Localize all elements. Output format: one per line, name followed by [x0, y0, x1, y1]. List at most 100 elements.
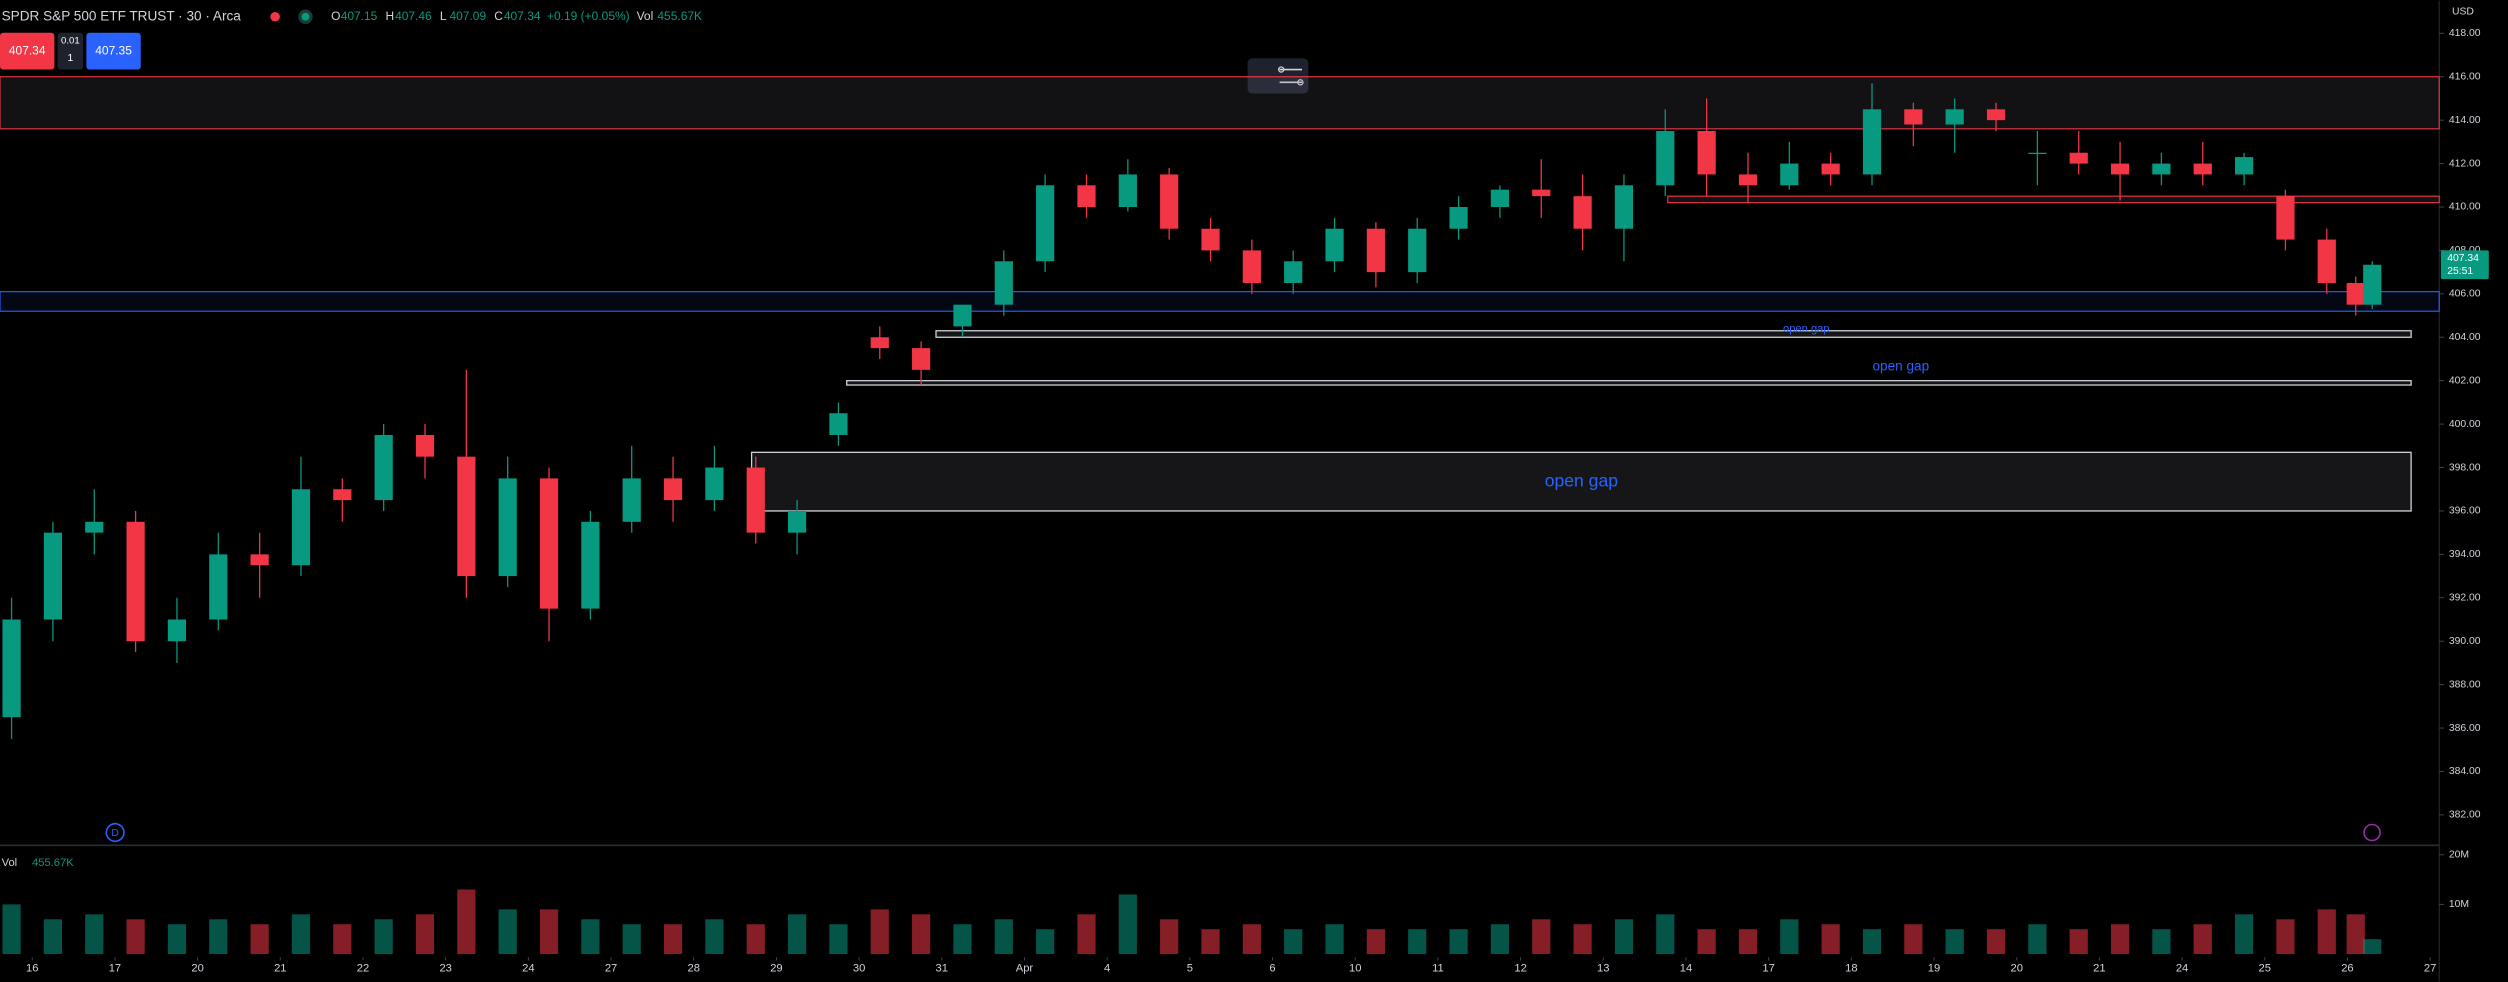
- candle-body: [912, 348, 931, 370]
- event-icon[interactable]: [2363, 823, 2381, 842]
- vol-label: Vol: [637, 9, 654, 23]
- buy-button[interactable]: [86, 32, 141, 70]
- y-tick-label: 396.00: [2449, 506, 2481, 517]
- volume-pane-value: 455.67K: [32, 857, 74, 869]
- ohlc-value: 407.15: [341, 9, 378, 23]
- volume-bar: [2276, 919, 2295, 955]
- quantity: 1: [67, 53, 73, 64]
- volume-bar: [457, 889, 476, 955]
- candle-body: [539, 478, 559, 609]
- volume-bar: [994, 919, 1013, 955]
- drawing-toolbar[interactable]: [1247, 58, 1309, 94]
- status-icon: [298, 9, 313, 24]
- zone-label: open gap: [1545, 470, 1619, 490]
- volume-bar: [1862, 929, 1882, 955]
- volume-bar: [1160, 919, 1179, 955]
- x-tick-label: 5: [1187, 962, 1193, 974]
- x-tick-label: Apr: [1016, 962, 1034, 974]
- volume-bar: [43, 919, 63, 955]
- volume-bar: [2363, 939, 2382, 955]
- candle-body: [994, 261, 1013, 305]
- countdown: 25:51: [2447, 266, 2473, 277]
- volume-bar: [1449, 929, 1468, 955]
- candle-body: [167, 619, 187, 642]
- sell-price: 407.34: [9, 43, 46, 57]
- y-tick-label: 388.00: [2449, 679, 2481, 690]
- candle-body: [1366, 228, 1385, 273]
- zone: [0, 76, 2440, 130]
- volume-bar: [2346, 914, 2365, 955]
- sell-button[interactable]: [0, 32, 55, 70]
- volume-bar: [2, 904, 21, 955]
- zone-label: open gap: [1872, 358, 1929, 373]
- volume-bar: [2069, 929, 2088, 955]
- candle-body: [870, 337, 889, 349]
- candle-body: [581, 521, 600, 609]
- volume-bar: [167, 924, 187, 955]
- ohlc-label: O: [331, 9, 340, 23]
- volume-tick-label: 10M: [2449, 899, 2469, 910]
- zone: [0, 291, 2440, 312]
- y-tick-label: 384.00: [2449, 766, 2481, 777]
- currency: USD: [2452, 7, 2474, 18]
- ohlc-label: L: [440, 9, 447, 23]
- candle-body: [1408, 228, 1427, 273]
- last-price-tag: [2440, 250, 2489, 280]
- zone: [846, 380, 2412, 386]
- candle-body: [1284, 261, 1303, 283]
- y-tick-label: 418.00: [2449, 28, 2481, 39]
- volume-bar: [1821, 924, 1840, 955]
- volume-bar: [1408, 929, 1427, 955]
- candle-body: [746, 467, 765, 533]
- x-tick-label: 24: [522, 962, 534, 974]
- y-tick-label: 406.00: [2449, 289, 2481, 300]
- spread: 0.01: [61, 35, 80, 46]
- x-tick-label: 10: [1349, 962, 1361, 974]
- volume-bar: [1284, 929, 1303, 955]
- x-tick-label: 4: [1104, 962, 1110, 974]
- candle-body: [43, 532, 63, 620]
- x-tick-label: 24: [2176, 962, 2188, 974]
- candle-body: [1986, 109, 2006, 121]
- candle-body: [2069, 152, 2088, 164]
- x-tick-label: 16: [26, 962, 38, 974]
- content: open gap open gap open gap 382.00 384.00 386.…: [0, 7, 2489, 974]
- candle-body: [2110, 163, 2130, 175]
- candle-body: [1614, 185, 1634, 229]
- volume-bar: [1986, 929, 2006, 955]
- volume-bar: [1697, 929, 1716, 955]
- x-tick-label: 23: [439, 962, 451, 974]
- x-tick-label: 30: [853, 962, 865, 974]
- candle-body: [1573, 196, 1592, 229]
- last-price-label: 407.34: [2447, 253, 2479, 264]
- volume-bar: [250, 924, 269, 955]
- volume-bar: [85, 914, 104, 955]
- volume-bar: [746, 924, 765, 955]
- x-tick-label: 27: [2424, 962, 2436, 974]
- ohlc-value: 407.34: [504, 9, 541, 23]
- candle-body: [1821, 163, 1840, 175]
- y-tick-label: 416.00: [2449, 71, 2481, 82]
- flag-icon[interactable]: [270, 11, 280, 22]
- x-tick-label: 27: [605, 962, 617, 974]
- volume-bar: [2193, 924, 2212, 955]
- marker: D: [111, 828, 119, 839]
- x-tick-label: 21: [2093, 962, 2105, 974]
- volume-bar: [1201, 929, 1220, 955]
- x-tick-label: 26: [2341, 962, 2353, 974]
- volume-bar: [829, 924, 848, 955]
- candle-body: [126, 521, 145, 642]
- candle-body: [1242, 250, 1261, 283]
- candle-body: [415, 434, 435, 457]
- marker-circle: [105, 822, 125, 843]
- volume-pane-label: Vol: [2, 857, 18, 869]
- toolbar-icon: [1297, 79, 1304, 86]
- toolbar-box[interactable]: [1247, 58, 1309, 94]
- candle-body: [1532, 189, 1551, 197]
- volume-bar: [126, 919, 145, 955]
- y-tick-label: 382.00: [2449, 810, 2481, 821]
- change: +0.19 (+0.05%): [547, 9, 630, 23]
- candle-body: [829, 413, 848, 435]
- candle-body: [1160, 174, 1179, 229]
